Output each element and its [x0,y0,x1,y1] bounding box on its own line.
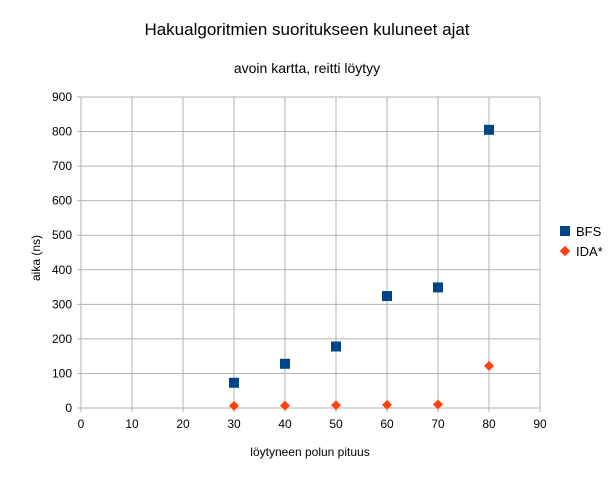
ida-point [484,360,494,371]
x-tick-label: 90 [533,417,547,431]
legend-item-ida: IDA* [559,241,603,261]
ida-point [229,400,239,411]
legend-label-ida: IDA* [576,243,603,259]
x-tick-label: 40 [278,417,292,431]
bfs-point [433,282,443,293]
x-tick-label: 10 [125,417,139,431]
legend-label-bfs: BFS [576,223,602,239]
ida-point [433,399,443,410]
chart-subtitle: avoin kartta, reitti löytyy [233,60,381,76]
x-tick-label: 80 [482,417,496,431]
x-axis-label: löytyneen polun pituus [250,445,370,459]
y-axis-label: aika (ns) [29,234,43,282]
ida-point [382,399,392,410]
diamond-marker-icon [559,245,571,257]
y-tick-label: 0 [65,401,72,415]
bfs-point [229,377,239,388]
y-tick-label: 500 [52,228,72,242]
bfs-point [382,291,392,302]
x-tick-label: 20 [176,417,190,431]
x-tick-label: 60 [380,417,394,431]
legend: BFS IDA* [559,221,603,261]
y-tick-label: 300 [52,297,72,311]
y-tick-label: 900 [52,90,72,104]
bfs-point [331,341,341,352]
y-tick-label: 700 [52,159,72,173]
legend-item-bfs: BFS [560,221,603,241]
ida-point [280,400,290,411]
y-tick-label: 100 [52,366,72,380]
square-marker-icon [560,226,570,236]
y-tick-label: 600 [52,194,72,208]
y-tick-label: 800 [52,125,72,139]
x-tick-label: 0 [78,417,85,431]
chart-title: Hakualgoritmien suoritukseen kuluneet aj… [144,20,470,39]
y-tick-label: 200 [52,332,72,346]
bfs-point [484,124,494,135]
x-tick-label: 70 [431,417,445,431]
bfs-point [280,358,290,369]
ida-point [331,400,341,411]
x-tick-label: 50 [329,417,343,431]
y-tick-label: 400 [52,263,72,277]
x-tick-label: 30 [227,417,241,431]
